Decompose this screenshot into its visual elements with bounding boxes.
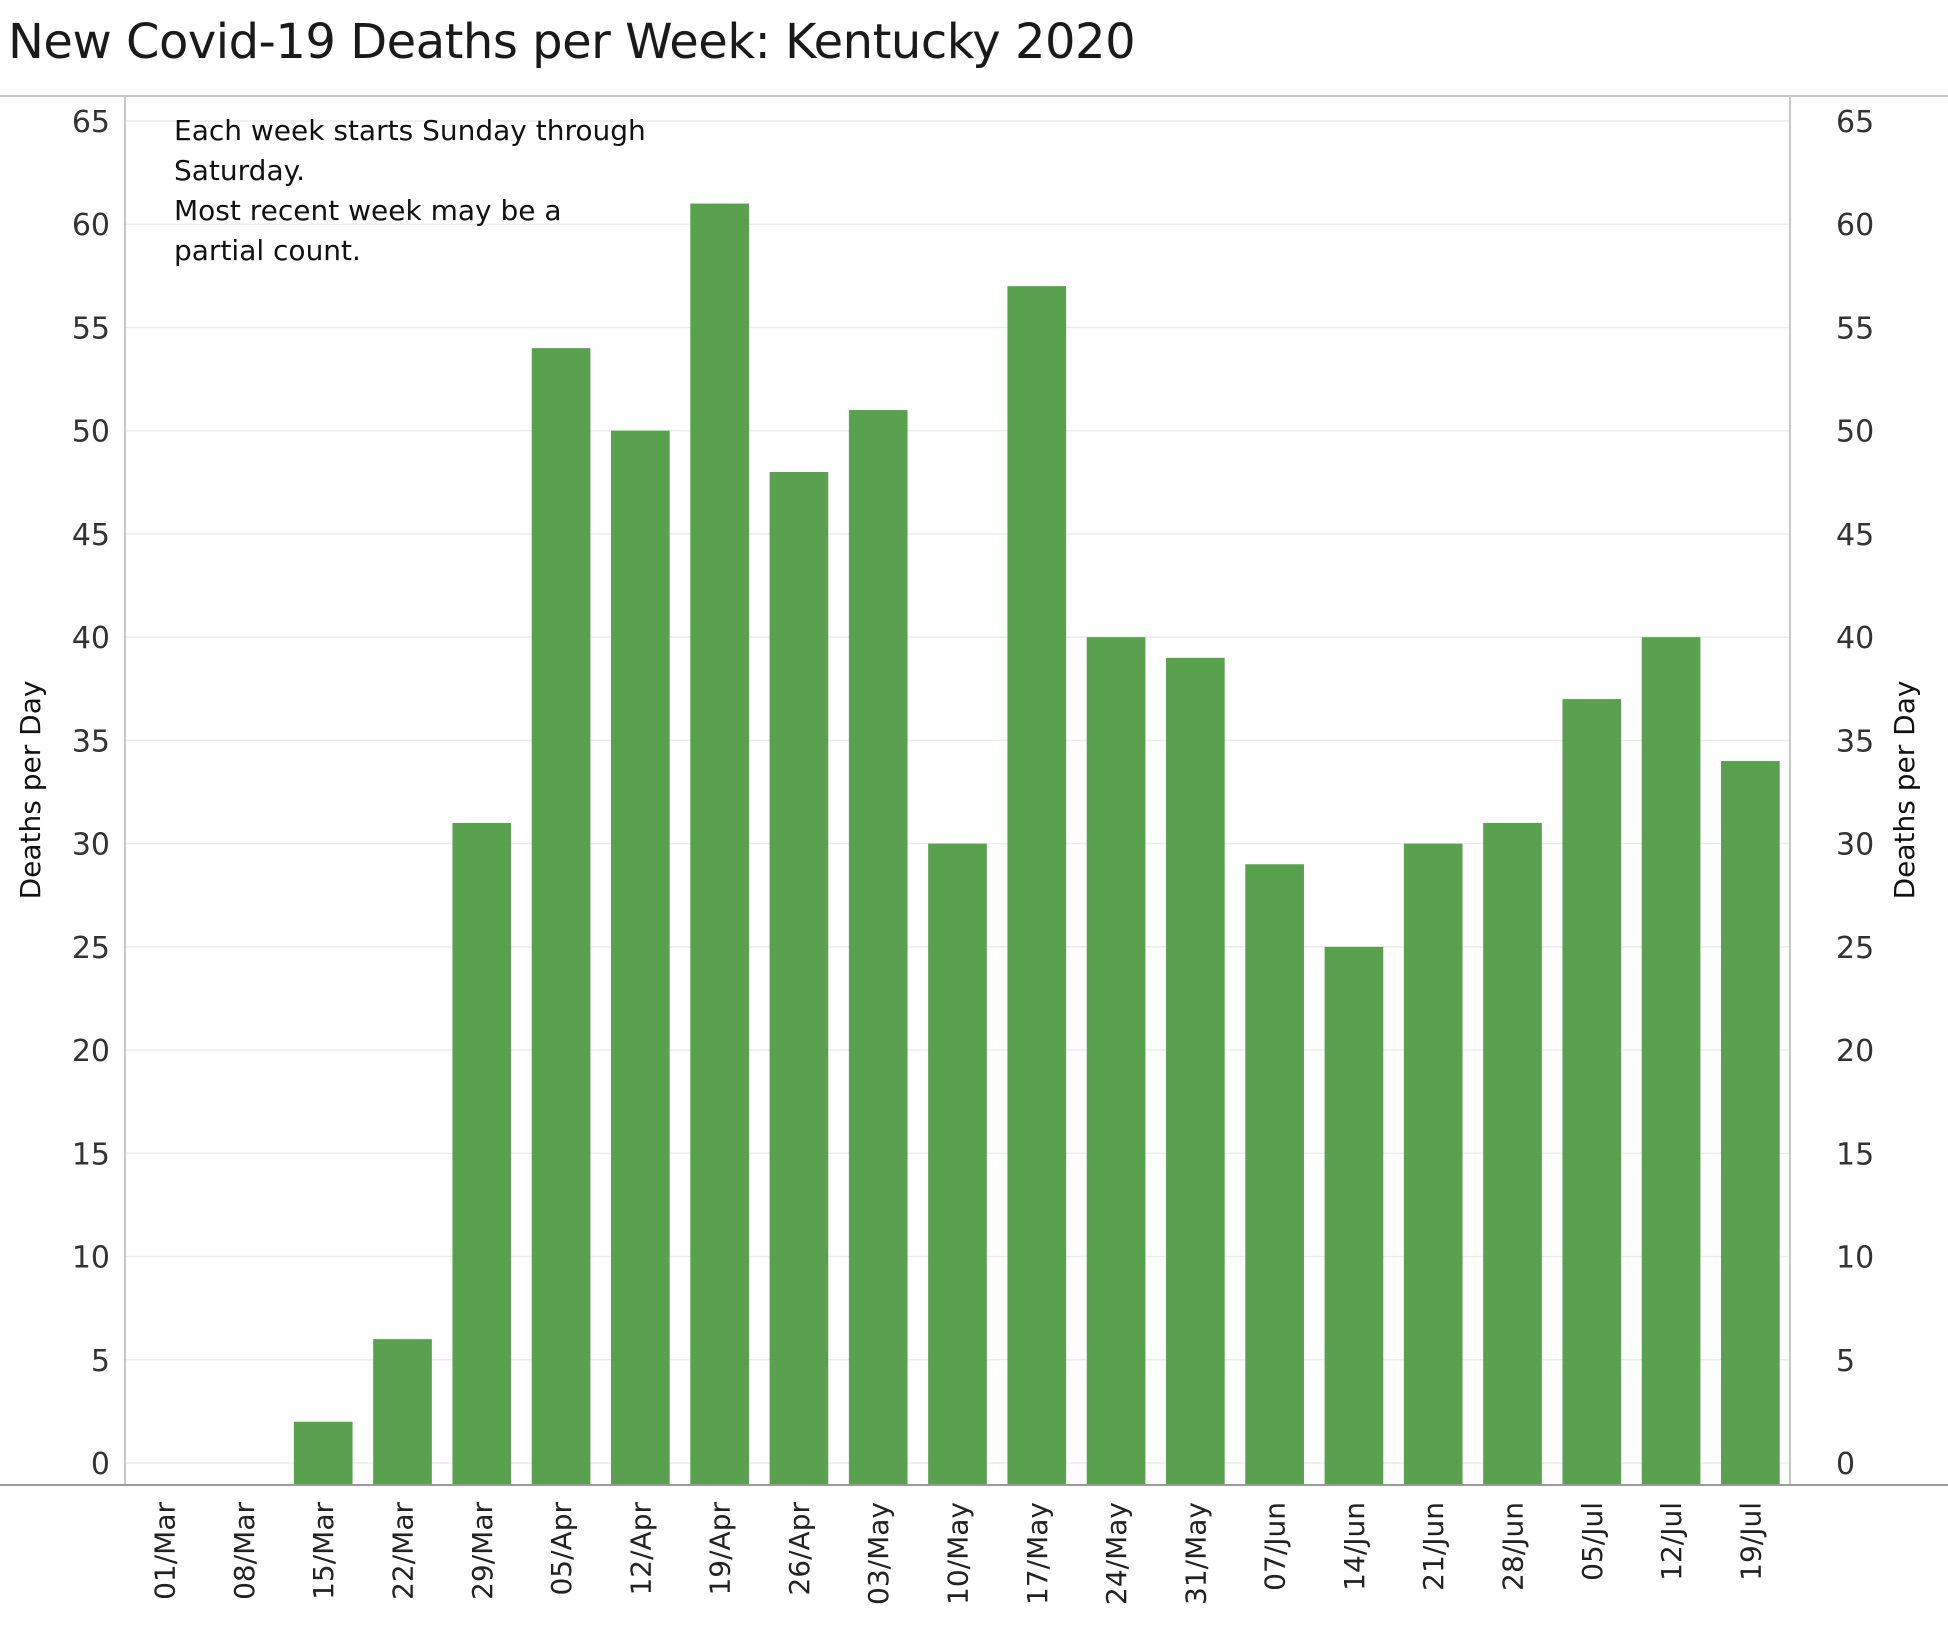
y-tick-label-right: 15 [1836,1137,1874,1172]
y-tick-label-left: 65 [72,105,110,140]
x-tick-label: 12/Jul [1655,1502,1688,1581]
x-tick-label: 19/Jul [1734,1502,1767,1581]
y-tick-label-right: 20 [1836,1034,1874,1069]
y-tick-label-left: 0 [91,1447,110,1482]
y-tick-label-right: 0 [1836,1447,1855,1482]
y-tick-label-right: 30 [1836,828,1874,863]
chart-title: New Covid-19 Deaths per Week: Kentucky 2… [8,14,1136,70]
x-tick-label: 08/Mar [228,1502,261,1600]
y-tick-label-left: 30 [72,828,110,863]
axis-frame [0,95,1948,1486]
annotation-line: Most recent week may be a [174,194,562,227]
y-tick-label-right: 50 [1836,415,1874,450]
x-tick-label: 01/Mar [149,1502,182,1600]
y-tick-label-left: 40 [72,621,110,656]
x-tick-label: 05/Jul [1576,1502,1609,1581]
bar [531,348,591,1486]
y-tick-label-right: 35 [1836,724,1874,759]
bar [293,1421,353,1485]
bar [1166,657,1225,1485]
x-tick-label: 14/Jun [1338,1502,1371,1591]
y-tick-label-right: 55 [1836,311,1874,346]
x-tick-label: 12/Apr [624,1502,657,1596]
y-tick-label-right: 60 [1836,208,1874,243]
bar [1483,822,1542,1485]
bar [690,203,749,1486]
y-tick-label-left: 35 [72,724,110,759]
annotation-line: Saturday. [174,154,305,187]
y-tick-label-left: 55 [72,311,110,346]
y-tick-label-left: 50 [72,415,110,450]
x-tick-label: 22/Mar [387,1502,420,1600]
x-tick-label: 15/Mar [307,1502,340,1600]
bar [848,410,908,1485]
y-axis-title-left: Deaths per Day [14,681,47,900]
bar [1324,946,1384,1485]
x-tick-label: 21/Jun [1417,1502,1450,1591]
bar [1641,637,1701,1485]
x-tick-label: 10/May [942,1502,975,1605]
y-axis-title-right: Deaths per Day [1888,681,1921,900]
x-tick-label: 07/Jun [1259,1502,1292,1591]
y-tick-label-left: 10 [72,1241,110,1276]
x-tick-label: 31/May [1179,1502,1212,1605]
y-tick-label-right: 10 [1836,1241,1874,1276]
y-tick-label-right: 65 [1836,105,1874,140]
bar [1721,761,1780,1485]
bar [1086,637,1146,1485]
x-tick-label: 17/May [1021,1502,1054,1605]
y-tick-label-right: 5 [1836,1344,1855,1379]
x-tick-label: 24/May [1100,1502,1133,1605]
y-tick-label-left: 20 [72,1034,110,1069]
y-tick-label-left: 5 [91,1344,110,1379]
y-tick-label-right: 25 [1836,931,1874,966]
y-tick-label-left: 60 [72,208,110,243]
x-tick-label: 28/Jun [1497,1502,1530,1591]
bar [1403,843,1463,1485]
y-tick-label-left: 45 [72,518,110,553]
annotation-line: partial count. [174,234,361,267]
x-tick-label: 05/Apr [545,1502,578,1596]
bar [769,471,829,1485]
y-tick-label-left: 25 [72,931,110,966]
bar [611,430,670,1485]
x-tick-label: 19/Apr [704,1502,737,1596]
bar [373,1339,432,1485]
bar [928,843,987,1485]
bars [293,203,1780,1486]
x-tick-labels: 01/Mar 08/Mar 15/Mar 22/Mar 29/Mar 05/Apr 12/A… [149,1502,1768,1605]
y-tick-label-left: 15 [72,1137,110,1172]
annotation-line: Each week starts Sunday through [174,114,646,147]
x-tick-label: 26/Apr [783,1502,816,1596]
bar [1007,286,1067,1486]
x-tick-label: 03/May [862,1502,895,1605]
bar [1562,699,1622,1485]
annotation-note: Each week starts Sunday through Saturday.… [174,114,646,267]
bar [452,822,512,1485]
x-tick-label: 29/Mar [466,1502,499,1600]
bar [1245,864,1304,1485]
y-tick-label-right: 45 [1836,518,1874,553]
y-tick-label-right: 40 [1836,621,1874,656]
